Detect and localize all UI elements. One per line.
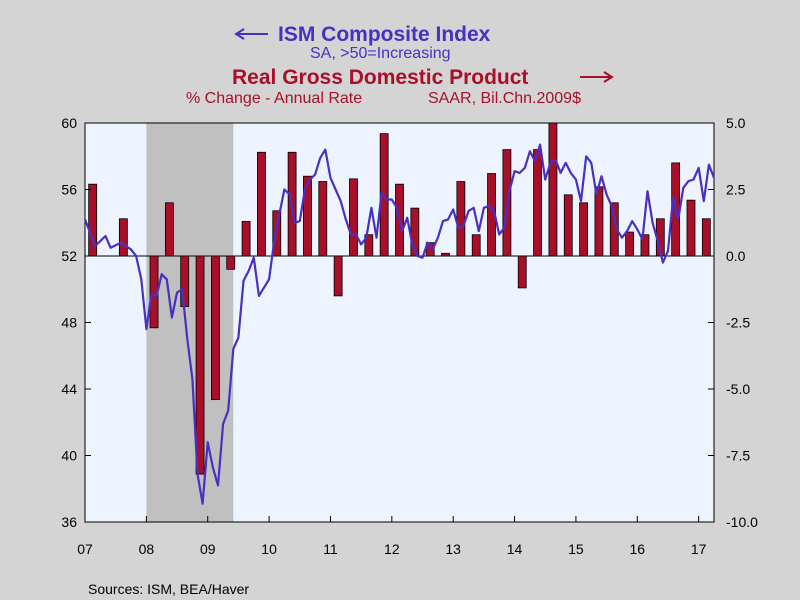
gdp-bar xyxy=(364,234,374,257)
gdp-bar xyxy=(640,234,650,257)
gdp-subtitle-left: % Change - Annual Rate xyxy=(186,90,362,107)
x-tick-label: 17 xyxy=(691,541,707,557)
gdp-bar xyxy=(441,252,450,257)
x-tick-label: 07 xyxy=(77,541,93,557)
source-note: Sources: ISM, BEA/Haver xyxy=(88,581,249,597)
x-tick-label: 13 xyxy=(445,541,461,557)
right-tick-label: -10.0 xyxy=(726,514,758,530)
gdp-bar xyxy=(318,181,328,257)
right-tick-label: -7.5 xyxy=(726,448,750,464)
ism-title-block: ISM Composite Index SA, >50=Increasing xyxy=(234,23,491,62)
gdp-bar xyxy=(533,149,542,257)
left-tick-label: 52 xyxy=(61,248,77,264)
gdp-bar xyxy=(701,218,711,257)
gdp-bar xyxy=(517,255,527,289)
right-tick-label: -5.0 xyxy=(726,381,750,397)
left-tick-label: 48 xyxy=(61,315,77,331)
gdp-bar xyxy=(241,221,251,257)
x-tick-label: 08 xyxy=(139,541,155,557)
right-tick-label: 2.5 xyxy=(726,182,746,198)
left-tick-label: 56 xyxy=(61,182,77,198)
gdp-bar xyxy=(349,178,358,257)
right-tick-label: -2.5 xyxy=(726,315,750,331)
gdp-bar xyxy=(686,199,696,257)
gdp-bar xyxy=(195,255,205,475)
gdp-bar xyxy=(333,255,343,297)
x-tick-label: 12 xyxy=(384,541,400,557)
gdp-bar xyxy=(118,218,128,257)
x-tick-label: 09 xyxy=(200,541,216,557)
gdp-bar xyxy=(625,231,635,257)
gdp-title-block: Real Gross Domestic Product % Change - A… xyxy=(186,66,614,107)
gdp-bar xyxy=(609,202,619,257)
gdp-bar xyxy=(226,255,236,270)
gdp-bar xyxy=(594,186,604,257)
left-tick-label: 36 xyxy=(61,514,77,530)
x-tick-label: 14 xyxy=(507,541,523,557)
left-tick-label: 40 xyxy=(61,448,77,464)
x-tick-label: 16 xyxy=(630,541,646,557)
gdp-bar xyxy=(180,255,190,307)
x-tick-label: 10 xyxy=(261,541,277,557)
gdp-bar xyxy=(563,194,573,257)
x-tick-label: 15 xyxy=(568,541,584,557)
gdp-bar xyxy=(88,183,98,257)
gdp-arrow-icon xyxy=(580,71,614,83)
gdp-bar xyxy=(211,255,220,401)
ism-arrow-icon xyxy=(234,28,268,40)
gdp-bar xyxy=(579,202,588,257)
gdp-bar xyxy=(456,181,466,257)
gdp-title: Real Gross Domestic Product xyxy=(232,66,528,89)
right-tick-label: 0.0 xyxy=(726,248,746,264)
right-tick-label: 5.0 xyxy=(726,115,746,131)
gdp-subtitle-right: SAAR, Bil.Chn.2009$ xyxy=(428,90,581,107)
gdp-bar xyxy=(257,151,266,257)
ism-title: ISM Composite Index xyxy=(278,23,491,46)
gdp-bar xyxy=(164,202,174,257)
ism-line xyxy=(83,143,716,505)
ism-subtitle: SA, >50=Increasing xyxy=(310,45,451,62)
gdp-bar xyxy=(303,175,312,257)
gdp-bar xyxy=(548,122,558,257)
left-tick-label: 44 xyxy=(61,381,77,397)
x-tick-label: 11 xyxy=(323,541,338,557)
left-tick-label: 60 xyxy=(61,115,77,131)
gdp-bar xyxy=(471,234,481,257)
